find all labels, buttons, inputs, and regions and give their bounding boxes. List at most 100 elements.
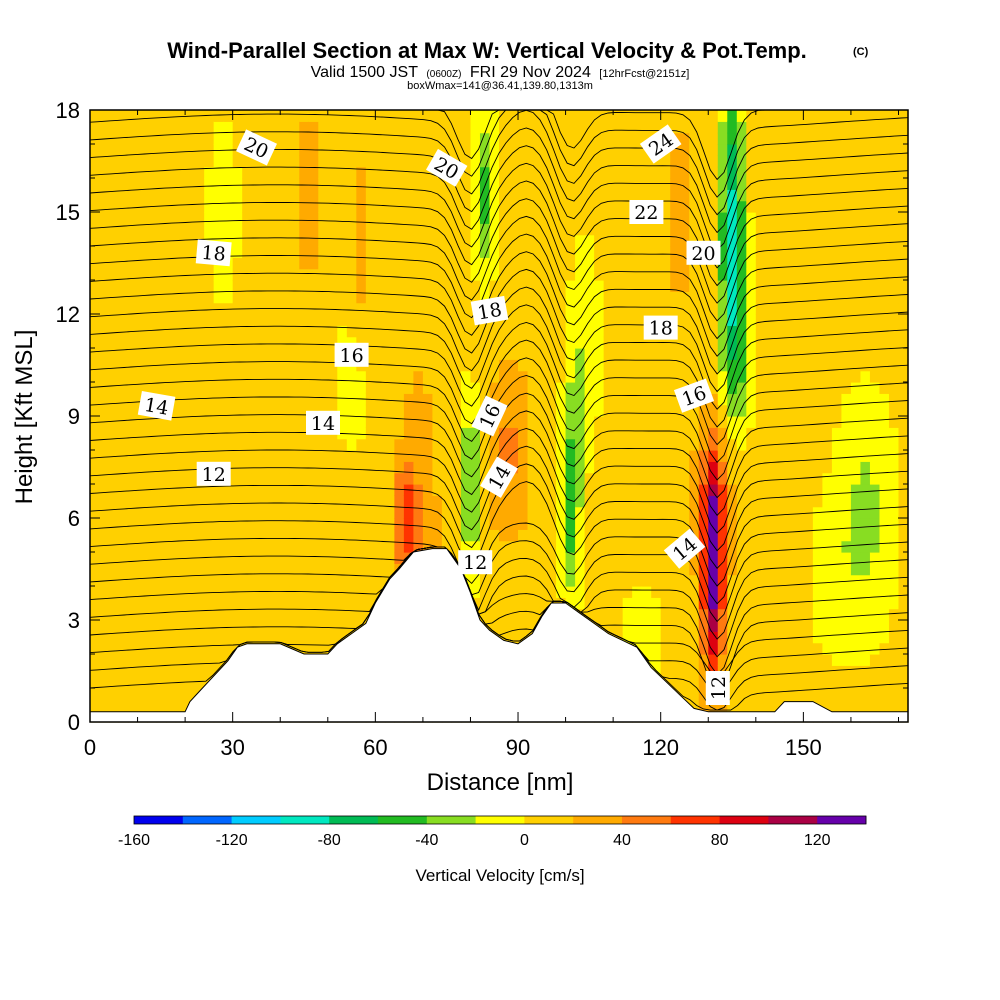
theta-contour-line xyxy=(89,268,909,375)
velocity-cell xyxy=(793,404,804,417)
velocity-cell xyxy=(651,280,662,292)
velocity-cell xyxy=(603,302,614,315)
velocity-cell xyxy=(289,370,300,383)
velocity-cell xyxy=(204,393,215,406)
velocity-cell xyxy=(689,518,700,530)
velocity-cell xyxy=(812,495,823,508)
velocity-cell xyxy=(869,336,881,349)
velocity-cell xyxy=(784,484,795,496)
colorbar-swatch xyxy=(378,816,428,824)
velocity-cell xyxy=(679,608,690,621)
velocity-cell xyxy=(803,438,814,451)
velocity-cell xyxy=(537,450,548,462)
velocity-cell xyxy=(337,495,348,508)
velocity-cell xyxy=(841,166,852,179)
velocity-cell xyxy=(213,450,224,462)
velocity-cell xyxy=(689,699,700,712)
velocity-cell xyxy=(603,563,614,576)
velocity-cell xyxy=(793,144,804,156)
velocity-cell xyxy=(679,370,690,383)
velocity-cell xyxy=(613,257,624,270)
velocity-cell xyxy=(432,370,443,383)
velocity-cell xyxy=(803,574,814,587)
velocity-cell xyxy=(670,291,681,304)
velocity-cell xyxy=(299,495,310,508)
velocity-cell xyxy=(451,291,462,304)
velocity-cell xyxy=(242,110,253,122)
velocity-cell xyxy=(232,540,243,553)
velocity-cell xyxy=(394,336,405,349)
velocity-cell xyxy=(755,178,766,190)
velocity-cell xyxy=(527,540,538,553)
velocity-cell xyxy=(128,699,139,712)
velocity-cell xyxy=(603,189,614,202)
velocity-cell xyxy=(270,427,281,440)
velocity-cell xyxy=(223,291,234,304)
velocity-cell xyxy=(489,212,500,224)
velocity-cell xyxy=(660,597,671,610)
velocity-cell xyxy=(346,393,357,406)
velocity-cell xyxy=(194,348,205,360)
velocity-cell xyxy=(869,586,881,598)
velocity-cell xyxy=(337,563,348,576)
velocity-cell xyxy=(422,472,434,485)
velocity-cell xyxy=(242,382,253,394)
velocity-cell xyxy=(831,110,843,122)
velocity-cell xyxy=(546,450,557,462)
velocity-cell xyxy=(584,586,595,598)
velocity-cell xyxy=(422,302,434,315)
velocity-cell xyxy=(869,416,881,428)
velocity-cell xyxy=(565,574,576,587)
velocity-cell xyxy=(213,189,224,202)
velocity-cell xyxy=(194,642,205,655)
velocity-cell xyxy=(765,642,776,655)
velocity-cell xyxy=(156,540,167,553)
velocity-cell xyxy=(109,393,120,406)
velocity-cell xyxy=(479,155,491,168)
velocity-cell xyxy=(841,586,852,598)
velocity-cell xyxy=(308,540,319,553)
velocity-cell xyxy=(242,348,253,360)
velocity-cell xyxy=(546,382,557,394)
velocity-cell xyxy=(803,280,814,292)
velocity-cell xyxy=(451,234,462,247)
velocity-cell xyxy=(156,200,167,213)
velocity-cell xyxy=(451,121,462,134)
velocity-cell xyxy=(432,132,443,145)
velocity-cell xyxy=(546,461,557,474)
velocity-cell xyxy=(613,620,624,632)
velocity-cell xyxy=(413,450,424,462)
velocity-cell xyxy=(489,291,500,304)
velocity-cell xyxy=(651,348,662,360)
velocity-cell xyxy=(365,540,376,553)
velocity-cell xyxy=(603,404,614,417)
velocity-cell xyxy=(841,518,852,530)
velocity-cell xyxy=(508,484,519,496)
velocity-cell xyxy=(413,155,424,168)
velocity-cell xyxy=(831,393,843,406)
theta-contour-line xyxy=(89,410,909,516)
velocity-cell xyxy=(708,427,719,440)
velocity-cell xyxy=(337,280,348,292)
velocity-cell xyxy=(565,234,576,247)
velocity-cell xyxy=(556,336,567,349)
velocity-cell xyxy=(898,608,909,621)
velocity-cell xyxy=(708,359,719,372)
velocity-cell xyxy=(451,370,462,383)
velocity-cell xyxy=(375,506,386,519)
velocity-cell xyxy=(109,518,120,530)
velocity-cell xyxy=(109,699,120,712)
velocity-cell xyxy=(584,450,595,462)
velocity-cell xyxy=(299,336,310,349)
velocity-cell xyxy=(651,234,662,247)
velocity-cell xyxy=(327,552,338,564)
velocity-cell xyxy=(556,472,567,485)
velocity-cell xyxy=(774,189,785,202)
velocity-cell xyxy=(755,654,766,666)
velocity-cell xyxy=(441,518,453,530)
velocity-cell xyxy=(299,620,310,632)
velocity-cell xyxy=(232,631,243,644)
velocity-cell xyxy=(251,518,262,530)
velocity-cell xyxy=(784,676,795,689)
velocity-cell xyxy=(603,506,614,519)
